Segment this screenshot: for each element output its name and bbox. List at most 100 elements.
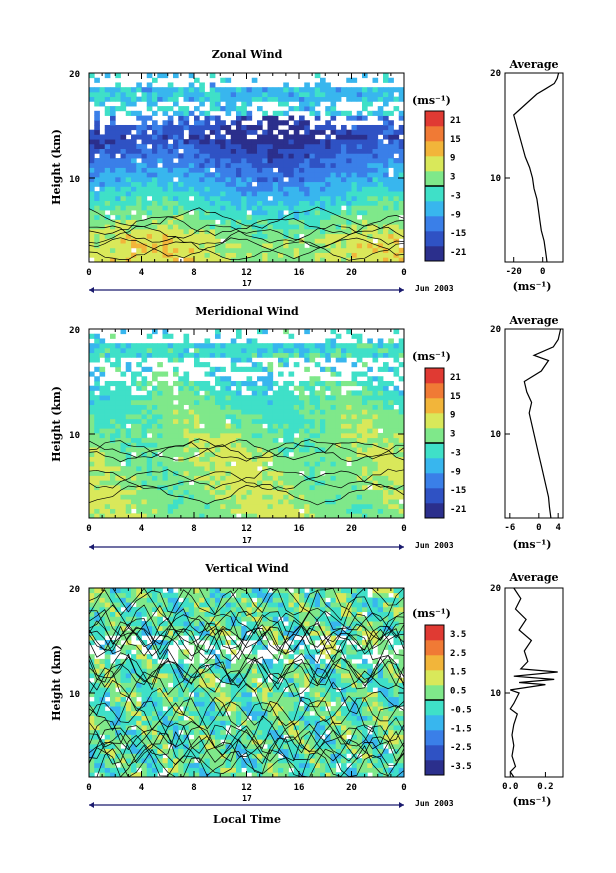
heatmap-cell: [372, 395, 379, 401]
heatmap-cell: [209, 129, 216, 135]
heatmap-cell: [330, 129, 337, 135]
heatmap-cell: [94, 729, 100, 735]
heatmap-cell: [335, 343, 342, 349]
heatmap-cell: [262, 380, 268, 387]
heatmap-cell: [110, 205, 116, 211]
heatmap-cell: [199, 418, 205, 424]
heatmap-cell: [215, 489, 221, 495]
heatmap-cell: [283, 362, 289, 368]
heatmap-cell: [299, 423, 305, 429]
heatmap-cell: [257, 508, 263, 514]
heatmap-cell: [194, 772, 200, 778]
heatmap-cell: [141, 87, 148, 93]
heatmap-cell: [388, 243, 394, 249]
heatmap-cell: [257, 143, 263, 150]
heatmap-cell: [146, 148, 153, 154]
heatmap-cell: [157, 91, 163, 98]
heatmap-cell: [162, 124, 169, 131]
heatmap-cell: [241, 219, 247, 225]
heatmap-cell: [131, 687, 137, 693]
heatmap-cell: [236, 503, 242, 509]
heatmap-cell: [157, 442, 163, 448]
colorbar-tick-label: 15: [450, 392, 461, 402]
heatmap-cell: [346, 470, 352, 476]
heatmap-cell: [146, 725, 153, 731]
heatmap-cell: [99, 739, 106, 745]
heatmap-cell: [199, 503, 205, 509]
heatmap-cell: [162, 673, 169, 679]
heatmap-cell: [230, 508, 237, 514]
heatmap-cell: [304, 247, 310, 253]
heatmap-cell: [278, 423, 284, 429]
heatmap-cell: [325, 357, 331, 363]
heatmap-cell: [204, 205, 211, 211]
heatmap-cell: [125, 91, 132, 98]
heatmap-cell: [251, 129, 258, 135]
heatmap-cell: [157, 200, 163, 206]
heatmap-cell: [141, 172, 148, 178]
heatmap-cell: [278, 418, 284, 424]
heatmap-cell: [241, 172, 247, 178]
heatmap-cell: [335, 409, 342, 415]
heatmap-cell: [293, 162, 300, 168]
heatmap-cell: [136, 191, 142, 197]
heatmap-cell: [209, 494, 216, 500]
heatmap-cell: [367, 423, 373, 429]
heatmap-cell: [173, 210, 179, 216]
heatmap-cell: [388, 503, 394, 509]
heatmap-cell: [230, 139, 237, 145]
heatmap-cell: [162, 480, 169, 486]
heatmap-cell: [314, 96, 321, 102]
heatmap-cell: [125, 385, 132, 391]
heatmap-cell: [120, 715, 127, 721]
heatmap-cell: [188, 513, 195, 519]
heatmap-cell: [125, 475, 132, 481]
heatmap-cell: [267, 247, 274, 253]
heatmap-cell: [330, 143, 337, 150]
heatmap-cell: [120, 729, 127, 735]
heatmap-cell: [183, 385, 190, 391]
heatmap-cell: [99, 243, 106, 249]
heatmap-cell: [272, 418, 279, 424]
heatmap-cell: [89, 470, 95, 476]
heatmap-cell: [236, 442, 242, 448]
heatmap-cell: [94, 635, 100, 641]
panel-meridional-wind: Meridional Wind 0 4 8 12 16 20 0 Height (km) 2…: [50, 305, 564, 551]
contour-line: [88, 439, 405, 461]
heatmap-cell: [188, 219, 195, 225]
heatmap-cell: [152, 224, 158, 230]
heatmap-cell: [398, 124, 405, 131]
heatmap-cell: [141, 219, 148, 225]
heatmap-cell: [220, 148, 226, 154]
heatmap-cell: [215, 148, 221, 154]
heatmap-cell: [146, 395, 153, 401]
heatmap-cell: [220, 172, 226, 178]
heatmap-cell: [320, 456, 326, 462]
heatmap-cell: [362, 503, 368, 509]
heatmap-cell: [278, 357, 284, 363]
heatmap-cell: [209, 428, 216, 434]
heatmap-cell: [89, 451, 95, 457]
heatmap-cell: [236, 238, 242, 244]
heatmap-cell: [162, 649, 169, 655]
heatmap-cell: [367, 376, 373, 382]
heatmap-cell: [309, 442, 316, 448]
heatmap-cell: [398, 148, 405, 154]
heatmap-cell: [141, 200, 148, 206]
heatmap-cell: [246, 191, 253, 197]
heatmap-cell: [377, 418, 384, 424]
heatmap-cell: [377, 414, 384, 420]
heatmap-cell: [393, 233, 400, 239]
heatmap-cell: [356, 352, 363, 358]
heatmap-cell: [388, 214, 394, 220]
heatmap-cell: [299, 257, 305, 263]
heatmap-cell: [173, 96, 179, 102]
heatmap-cell: [241, 461, 247, 467]
heatmap-cell: [377, 432, 384, 439]
heatmap-cell: [152, 494, 158, 500]
heatmap-cell: [204, 181, 211, 187]
heatmap-cell: [215, 233, 221, 239]
heatmap-cell: [125, 466, 132, 472]
heatmap-cell: [94, 148, 100, 154]
